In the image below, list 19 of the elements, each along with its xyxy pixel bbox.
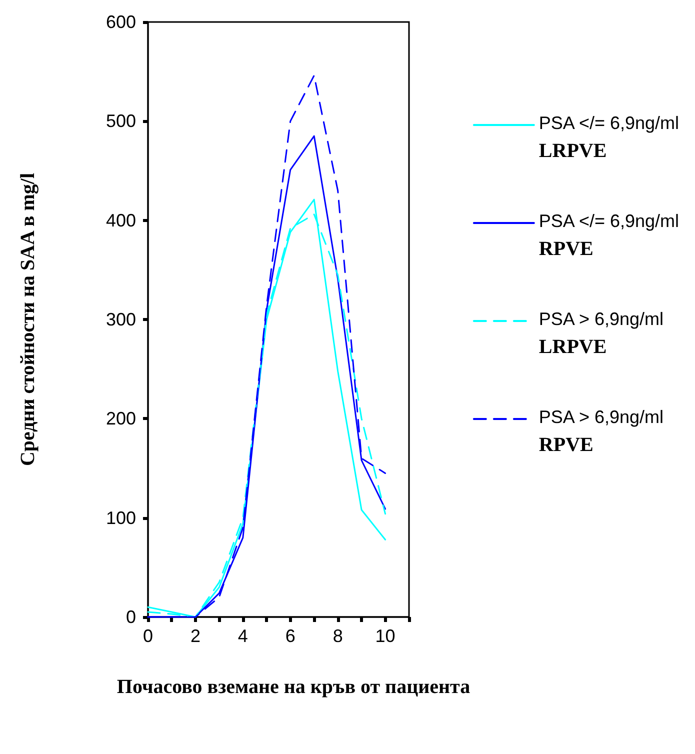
y-tick-label: 200 [106,408,136,429]
legend-label: PSA </= 6,9ng/ml LRPVE [538,113,680,162]
x-tick-label: 4 [238,626,248,646]
y-tick-label: 100 [106,508,136,528]
x-axis-title: Почасово вземане на кръв от пациента [116,676,470,698]
y-tick-label: 400 [106,210,136,230]
y-axis-title: Средни стойности на SAA в mg/l [17,172,39,466]
legend-label: PSA </= 6,9ng/ml RPVE [538,211,680,260]
legend-label: PSA > 6,9ng/ml LRPVE [538,309,664,358]
y-tick-label: 0 [126,607,136,627]
y-tick-label: 500 [106,111,136,132]
y-tick-label: 300 [106,310,136,330]
x-tick-label: 10 [375,626,396,646]
legend-label: PSA > 6,9ng/ml RPVE [538,407,664,456]
x-tick-label: 2 [190,626,200,646]
x-tick-label: 6 [285,626,296,646]
y-tick-label: 600 [106,12,136,32]
x-tick-label: 0 [142,626,154,646]
x-tick-label: 8 [332,626,343,646]
